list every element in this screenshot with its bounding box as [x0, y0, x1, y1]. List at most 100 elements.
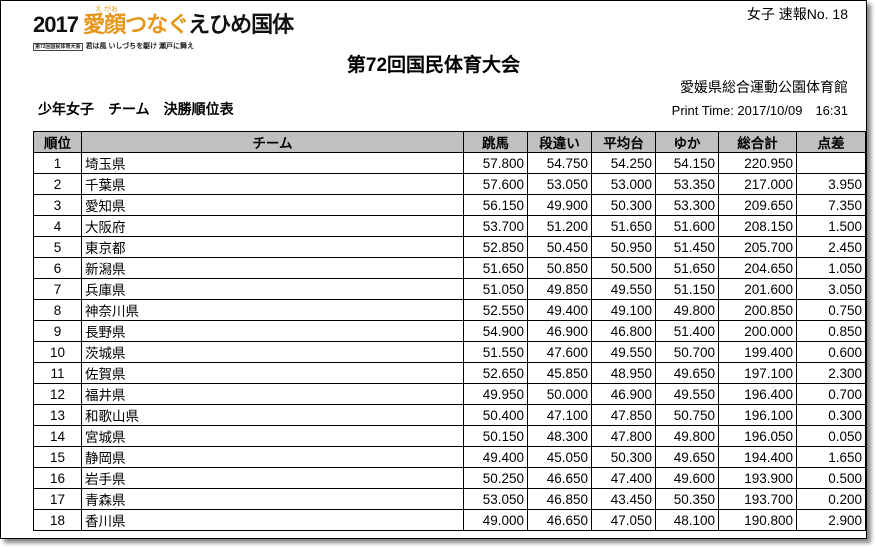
total-cell: 196.400	[718, 383, 797, 405]
diff-cell: 0.850	[796, 320, 866, 342]
vault-cell: 57.600	[463, 173, 528, 195]
total-cell: 200.850	[718, 299, 797, 321]
bars-cell: 50.450	[527, 236, 592, 258]
bars-cell: 46.650	[527, 509, 592, 531]
column-header: チーム	[81, 131, 464, 153]
bars-cell: 46.900	[527, 320, 592, 342]
beam-cell: 48.950	[591, 362, 656, 384]
diff-cell: 0.750	[796, 299, 866, 321]
team-cell: 神奈川県	[81, 299, 464, 321]
total-cell: 199.400	[718, 341, 797, 363]
beam-cell: 49.100	[591, 299, 656, 321]
floor-cell: 53.350	[655, 173, 719, 195]
beam-cell: 43.450	[591, 488, 656, 510]
diff-cell: 2.300	[796, 362, 866, 384]
beam-cell: 50.500	[591, 257, 656, 279]
floor-cell: 49.650	[655, 362, 719, 384]
rank-cell: 3	[33, 194, 82, 216]
beam-cell: 49.550	[591, 341, 656, 363]
table-row: 12 福井県 49.950 50.000 46.900 49.550 196.400 0.70…	[33, 383, 866, 405]
logo-text-b: つなぐ	[125, 12, 189, 37]
print-time: Print Time: 2017/10/09 16:31	[671, 103, 848, 118]
table-row: 9 長野県 54.900 46.900 46.800 51.400 200.000 0.850	[33, 320, 866, 342]
table-row: 8 神奈川県 52.550 49.400 49.100 49.800 200.850 0.75…	[33, 299, 866, 321]
rank-cell: 17	[33, 488, 82, 510]
diff-cell: 0.200	[796, 488, 866, 510]
total-cell: 209.650	[718, 194, 797, 216]
vault-cell: 56.150	[463, 194, 528, 216]
vault-cell: 49.950	[463, 383, 528, 405]
rank-cell: 1	[33, 152, 82, 174]
rank-cell: 18	[33, 509, 82, 531]
diff-cell: 3.950	[796, 173, 866, 195]
total-cell: 204.650	[718, 257, 797, 279]
total-cell: 201.600	[718, 278, 797, 300]
total-cell: 220.950	[718, 152, 797, 174]
floor-cell: 48.100	[655, 509, 719, 531]
logo-year: 2017	[33, 12, 84, 37]
table-row: 3 愛知県 56.150 49.900 50.300 53.300 209.650 7.350	[33, 194, 866, 216]
vault-cell: 51.650	[463, 257, 528, 279]
total-cell: 208.150	[718, 215, 797, 237]
floor-cell: 51.600	[655, 215, 719, 237]
table-row: 14 宮城県 50.150 48.300 47.800 49.800 196.050 0.05…	[33, 425, 866, 447]
event-logo: え がお 2017 愛顔つなぐえひめ国体 第72回国民体育大会 君は風 いしづちを…	[33, 6, 294, 51]
floor-cell: 51.400	[655, 320, 719, 342]
floor-cell: 49.650	[655, 446, 719, 468]
diff-cell: 2.450	[796, 236, 866, 258]
bars-cell: 50.000	[527, 383, 592, 405]
results-table: 順位 チーム 跳馬 段違い 平均台 ゆか 総合計 点差 1 埼玉県 57.800 54.750 54.…	[33, 131, 866, 531]
logo-sub-box: 第72回国民体育大会	[33, 43, 83, 51]
team-cell: 香川県	[81, 509, 464, 531]
team-cell: 東京都	[81, 236, 464, 258]
vault-cell: 51.050	[463, 278, 528, 300]
diff-cell: 1.500	[796, 215, 866, 237]
table-row: 16 岩手県 50.250 46.650 47.400 49.600 193.900 0.50…	[33, 467, 866, 489]
vault-cell: 49.400	[463, 446, 528, 468]
results-sheet: え がお 2017 愛顔つなぐえひめ国体 第72回国民体育大会 君は風 いしづちを…	[0, 0, 867, 539]
rank-cell: 7	[33, 278, 82, 300]
beam-cell: 47.050	[591, 509, 656, 531]
vault-cell: 53.050	[463, 488, 528, 510]
venue: 愛媛県総合運動公園体育館	[680, 79, 848, 95]
team-cell: 新潟県	[81, 257, 464, 279]
rank-cell: 5	[33, 236, 82, 258]
bars-cell: 45.850	[527, 362, 592, 384]
rank-cell: 4	[33, 215, 82, 237]
total-cell: 200.000	[718, 320, 797, 342]
rank-cell: 15	[33, 446, 82, 468]
bars-cell: 50.850	[527, 257, 592, 279]
total-cell: 194.400	[718, 446, 797, 468]
total-cell: 217.000	[718, 173, 797, 195]
vault-cell: 50.150	[463, 425, 528, 447]
diff-cell: 0.300	[796, 404, 866, 426]
bars-cell: 53.050	[527, 173, 592, 195]
beam-cell: 46.900	[591, 383, 656, 405]
rank-cell: 12	[33, 383, 82, 405]
bars-cell: 54.750	[527, 152, 592, 174]
diff-cell	[796, 152, 866, 174]
team-cell: 愛知県	[81, 194, 464, 216]
rank-cell: 11	[33, 362, 82, 384]
floor-cell: 50.700	[655, 341, 719, 363]
table-row: 5 東京都 52.850 50.450 50.950 51.450 205.700 2.450	[33, 236, 866, 258]
table-row: 10 茨城県 51.550 47.600 49.550 50.700 199.400 0.60…	[33, 341, 866, 363]
team-cell: 兵庫県	[81, 278, 464, 300]
team-cell: 大阪府	[81, 215, 464, 237]
logo-text-c: えひめ国体	[188, 12, 294, 37]
table-row: 13 和歌山県 50.400 47.100 47.850 50.750 196.100 0.3…	[33, 404, 866, 426]
total-cell: 193.900	[718, 467, 797, 489]
team-cell: 長野県	[81, 320, 464, 342]
bars-cell: 46.650	[527, 467, 592, 489]
rank-cell: 14	[33, 425, 82, 447]
column-header: 点差	[796, 131, 866, 153]
team-cell: 佐賀県	[81, 362, 464, 384]
team-cell: 岩手県	[81, 467, 464, 489]
team-cell: 埼玉県	[81, 152, 464, 174]
vault-cell: 49.000	[463, 509, 528, 531]
rank-cell: 10	[33, 341, 82, 363]
total-cell: 196.100	[718, 404, 797, 426]
table-row: 1 埼玉県 57.800 54.750 54.250 54.150 220.950	[33, 152, 866, 174]
beam-cell: 53.000	[591, 173, 656, 195]
team-cell: 青森県	[81, 488, 464, 510]
